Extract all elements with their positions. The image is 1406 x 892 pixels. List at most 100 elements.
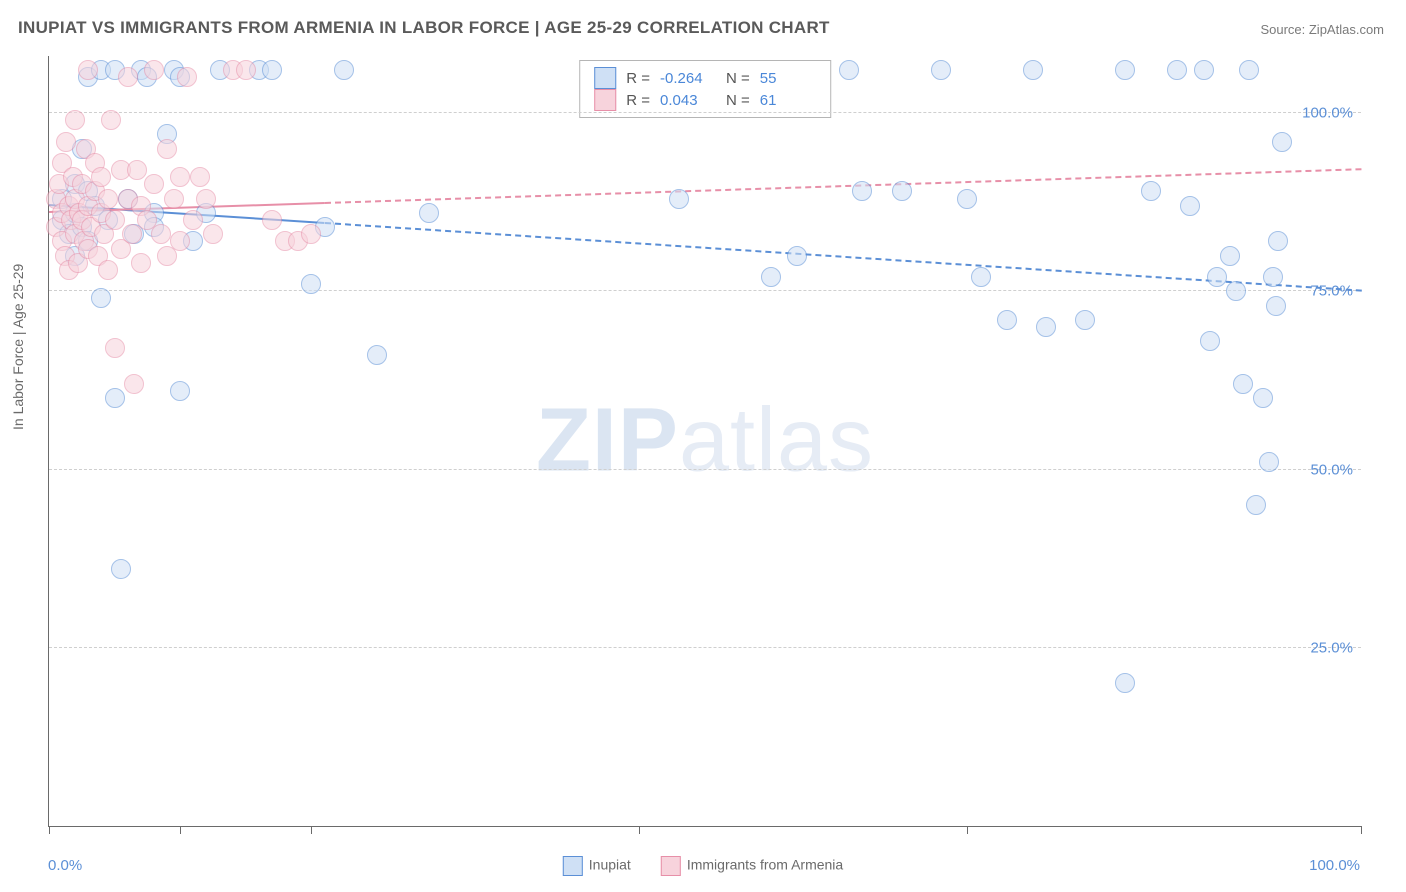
data-point	[122, 224, 142, 244]
legend: Inupiat Immigrants from Armenia	[563, 856, 843, 876]
data-point	[203, 224, 223, 244]
data-point	[1141, 181, 1161, 201]
data-point	[101, 110, 121, 130]
data-point	[164, 189, 184, 209]
data-point	[118, 67, 138, 87]
data-point	[1246, 495, 1266, 515]
n-label: N =	[726, 92, 750, 109]
data-point	[56, 132, 76, 152]
data-point	[419, 203, 439, 223]
x-tick	[180, 826, 181, 834]
data-point	[177, 67, 197, 87]
data-point	[1263, 267, 1283, 287]
gridline	[49, 469, 1361, 470]
chart-plot-area: ZIPatlas R = -0.264 N = 55 R = 0.043 N = 61 25.…	[48, 56, 1361, 827]
y-tick-label: 75.0%	[1310, 283, 1353, 300]
data-point	[334, 60, 354, 80]
y-axis-label: In Labor Force | Age 25-29	[10, 264, 26, 430]
n-value: 55	[760, 70, 816, 87]
data-point	[98, 260, 118, 280]
x-tick	[639, 826, 640, 834]
r-label: R =	[626, 70, 650, 87]
x-tick	[967, 826, 968, 834]
chart-title: INUPIAT VS IMMIGRANTS FROM ARMENIA IN LA…	[18, 18, 830, 38]
legend-swatch	[563, 856, 583, 876]
x-tick	[311, 826, 312, 834]
data-point	[1075, 310, 1095, 330]
data-point	[170, 381, 190, 401]
data-point	[1167, 60, 1187, 80]
data-point	[262, 60, 282, 80]
legend-label: Immigrants from Armenia	[687, 857, 843, 873]
data-point	[1036, 317, 1056, 337]
y-tick-label: 25.0%	[1310, 639, 1353, 656]
data-point	[1239, 60, 1259, 80]
data-point	[1115, 673, 1135, 693]
trend-line	[324, 222, 1361, 292]
data-point	[367, 345, 387, 365]
n-label: N =	[726, 70, 750, 87]
data-point	[1268, 231, 1288, 251]
data-point	[1115, 60, 1135, 80]
stats-swatch	[594, 89, 616, 111]
legend-label: Inupiat	[589, 857, 631, 873]
data-point	[1180, 196, 1200, 216]
data-point	[1220, 246, 1240, 266]
data-point	[1233, 374, 1253, 394]
data-point	[1253, 388, 1273, 408]
data-point	[1207, 267, 1227, 287]
data-point	[301, 274, 321, 294]
data-point	[105, 338, 125, 358]
data-point	[1200, 331, 1220, 351]
data-point	[105, 210, 125, 230]
data-point	[931, 60, 951, 80]
data-point	[144, 174, 164, 194]
gridline	[49, 647, 1361, 648]
y-tick-label: 50.0%	[1310, 461, 1353, 478]
legend-item: Inupiat	[563, 856, 631, 876]
correlation-stats-box: R = -0.264 N = 55 R = 0.043 N = 61	[579, 60, 831, 118]
stats-row: R = -0.264 N = 55	[594, 67, 816, 89]
data-point	[761, 267, 781, 287]
data-point	[1226, 281, 1246, 301]
data-point	[301, 224, 321, 244]
data-point	[262, 210, 282, 230]
data-point	[78, 60, 98, 80]
data-point	[997, 310, 1017, 330]
x-tick	[1361, 826, 1362, 834]
r-label: R =	[626, 92, 650, 109]
data-point	[957, 189, 977, 209]
data-point	[190, 167, 210, 187]
data-point	[839, 60, 859, 80]
watermark: ZIPatlas	[536, 390, 874, 493]
data-point	[892, 181, 912, 201]
n-value: 61	[760, 92, 816, 109]
gridline	[49, 112, 1361, 113]
data-point	[131, 253, 151, 273]
source-label: Source: ZipAtlas.com	[1260, 22, 1384, 37]
x-axis-max-label: 100.0%	[1309, 857, 1360, 874]
data-point	[151, 224, 171, 244]
data-point	[1272, 132, 1292, 152]
r-value: -0.264	[660, 70, 716, 87]
data-point	[144, 60, 164, 80]
data-point	[157, 139, 177, 159]
data-point	[170, 167, 190, 187]
legend-swatch	[661, 856, 681, 876]
data-point	[1194, 60, 1214, 80]
y-tick-label: 100.0%	[1302, 105, 1353, 122]
data-point	[196, 189, 216, 209]
data-point	[183, 210, 203, 230]
r-value: 0.043	[660, 92, 716, 109]
data-point	[65, 110, 85, 130]
data-point	[852, 181, 872, 201]
data-point	[105, 388, 125, 408]
data-point	[170, 231, 190, 251]
stats-row: R = 0.043 N = 61	[594, 89, 816, 111]
data-point	[98, 189, 118, 209]
gridline	[49, 290, 1361, 291]
stats-swatch	[594, 67, 616, 89]
x-axis-min-label: 0.0%	[48, 857, 82, 874]
data-point	[1266, 296, 1286, 316]
data-point	[669, 189, 689, 209]
